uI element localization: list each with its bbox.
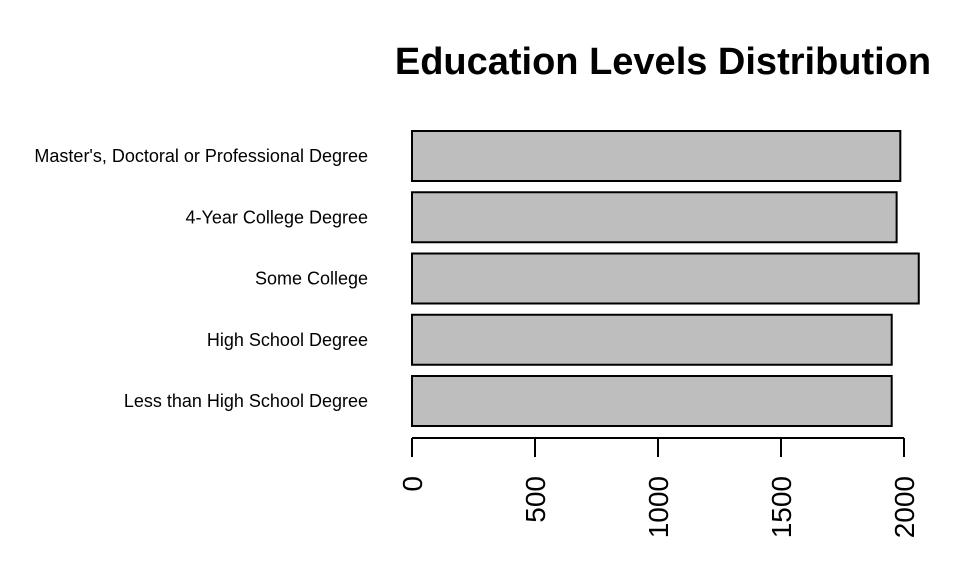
bar-some-college bbox=[411, 252, 920, 305]
bar-4-year-college-degree bbox=[411, 191, 898, 244]
x-tick-label-2000: 2000 bbox=[889, 476, 920, 538]
bar-high-school-degree bbox=[411, 313, 893, 366]
category-labels-group: Less than High School Degree High School … bbox=[34, 146, 368, 411]
x-tick-label-1500: 1500 bbox=[766, 476, 797, 538]
bar-less-than-high-school-degree bbox=[411, 375, 893, 427]
chart-title: Education Levels Distribution bbox=[395, 41, 931, 83]
x-tick-label-500: 500 bbox=[520, 476, 551, 523]
category-label-4-year-college-degree: 4-Year College Degree bbox=[186, 207, 368, 227]
category-label-master-s-doctoral-or-professional-degree: Master's, Doctoral or Professional Degre… bbox=[34, 146, 368, 166]
bars-group bbox=[411, 130, 920, 427]
x-axis: 0 500 1000 1500 2000 bbox=[397, 437, 920, 538]
category-label-some-college: Some College bbox=[255, 269, 368, 289]
category-label-high-school-degree: High School Degree bbox=[207, 330, 368, 350]
x-tick-label-1000: 1000 bbox=[643, 476, 674, 538]
x-tick-label-0: 0 bbox=[397, 476, 428, 492]
bar-master-s-doctoral-or-professional-degree bbox=[411, 130, 902, 182]
category-label-less-than-high-school-degree: Less than High School Degree bbox=[124, 391, 368, 411]
